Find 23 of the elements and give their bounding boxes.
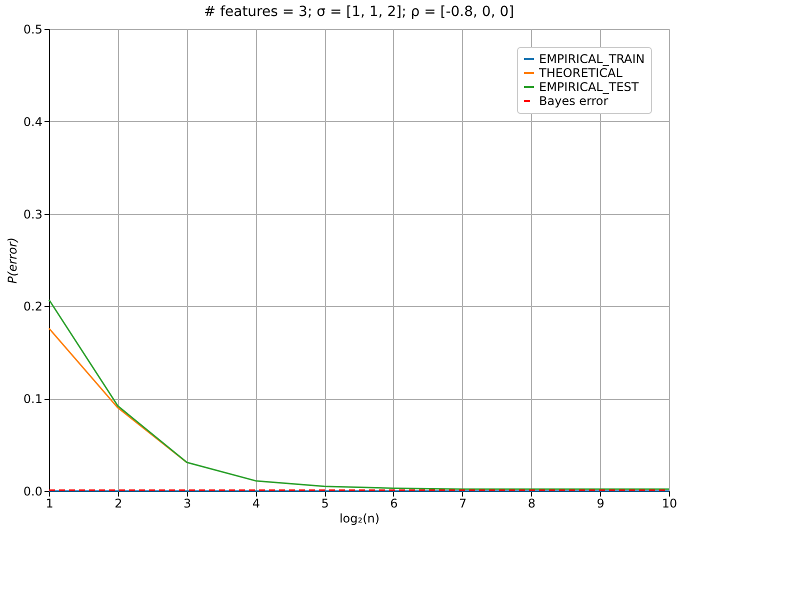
x-tick-label: 8 bbox=[528, 496, 536, 510]
x-tick-label: 9 bbox=[596, 496, 604, 510]
x-tick-label: 2 bbox=[114, 496, 122, 510]
x-tick-label: 6 bbox=[390, 496, 398, 510]
x-tick-label: 5 bbox=[321, 496, 329, 510]
x-tick-label: 7 bbox=[459, 496, 467, 510]
y-tick-label: 0.2 bbox=[23, 300, 42, 314]
y-tick-label: 0.4 bbox=[23, 114, 42, 129]
y-tick-label: 0.0 bbox=[23, 484, 42, 498]
x-tick-label: 4 bbox=[252, 496, 260, 510]
legend-label: EMPIRICAL_TRAIN bbox=[539, 52, 645, 66]
x-tick-label: 1 bbox=[46, 496, 54, 510]
chart-title: # features = 3; σ = [1, 1, 2]; ρ = [-0.8, 0, 0] bbox=[204, 4, 514, 20]
y-tick-label: 0.1 bbox=[23, 392, 42, 406]
y-tick-label: 0.3 bbox=[23, 207, 42, 222]
legend-label: Bayes error bbox=[539, 94, 608, 108]
x-axis-title: log₂(n) bbox=[339, 512, 380, 526]
x-tick-label: 3 bbox=[183, 496, 192, 510]
y-axis-title: P(error) bbox=[5, 237, 20, 284]
legend-label: THEORETICAL bbox=[538, 66, 623, 80]
x-tick-label: 10 bbox=[662, 496, 678, 510]
legend-label: EMPIRICAL_TEST bbox=[539, 80, 640, 94]
y-tick-label: 0.5 bbox=[23, 22, 42, 36]
